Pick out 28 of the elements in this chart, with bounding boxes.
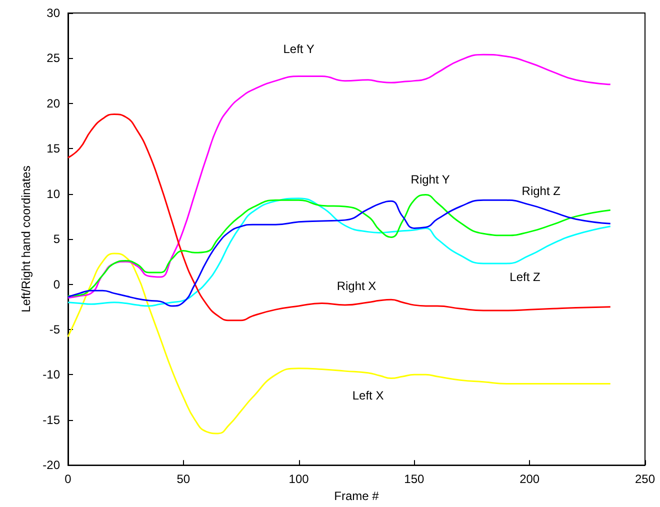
x-tick-label: 50 xyxy=(176,472,190,486)
x-tick-label: 200 xyxy=(520,472,540,486)
line-series xyxy=(67,54,612,299)
series-label: Right Z xyxy=(522,184,560,198)
y-axis-title: Left/Right hand coordinates xyxy=(18,166,33,312)
series-label: Left X xyxy=(352,388,384,402)
y-tick-label: 0 xyxy=(53,277,60,292)
x-tick-label: 250 xyxy=(634,472,656,486)
series-label: Right X xyxy=(336,279,376,294)
line-series xyxy=(67,114,612,322)
series-label: Left Z xyxy=(510,270,540,284)
y-tick-label: 5 xyxy=(53,232,60,246)
y-tick-label: 25 xyxy=(46,51,60,66)
series-label: Right Y xyxy=(410,172,450,186)
x-axis-title: Frame # xyxy=(334,489,380,503)
y-tick-label: -20 xyxy=(42,458,60,472)
y-tick-label: 10 xyxy=(46,186,60,201)
x-tick-label: 150 xyxy=(404,472,425,486)
y-tick-label: 20 xyxy=(46,96,60,110)
y-tick-label: -10 xyxy=(42,368,60,382)
line-series xyxy=(67,252,612,434)
series-label: Left Y xyxy=(283,42,314,56)
y-tick-label: -5 xyxy=(49,322,60,336)
x-tick-label: 0 xyxy=(64,472,72,486)
x-tick-label: 100 xyxy=(288,472,310,486)
y-tick-label: 30 xyxy=(46,6,60,20)
y-tick-label: 15 xyxy=(46,142,60,156)
y-tick-label: -15 xyxy=(42,412,60,427)
